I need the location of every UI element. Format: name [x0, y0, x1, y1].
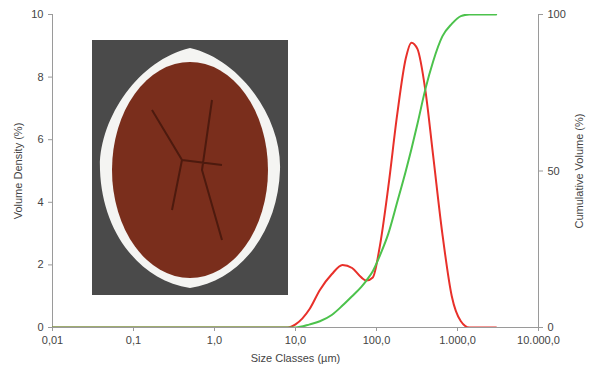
svg-text:50: 50 [548, 165, 560, 177]
svg-text:1,0: 1,0 [207, 334, 222, 346]
svg-text:2: 2 [37, 258, 43, 270]
svg-text:4: 4 [37, 196, 43, 208]
svg-text:Size Classes (µm): Size Classes (µm) [251, 352, 340, 364]
svg-text:0,01: 0,01 [42, 334, 63, 346]
svg-text:10: 10 [31, 8, 43, 20]
svg-text:0: 0 [548, 321, 554, 333]
svg-text:Cumulative Volume (%): Cumulative Volume (%) [573, 114, 585, 229]
svg-text:0: 0 [37, 321, 43, 333]
svg-text:Volume Density (%): Volume Density (%) [12, 123, 24, 220]
svg-text:8: 8 [37, 71, 43, 83]
svg-text:100: 100 [548, 8, 566, 20]
svg-text:10,0: 10,0 [285, 334, 306, 346]
svg-text:100,0: 100,0 [363, 334, 391, 346]
svg-text:10.000,0: 10.000,0 [517, 334, 560, 346]
svg-text:6: 6 [37, 133, 43, 145]
svg-text:1.000,0: 1.000,0 [439, 334, 476, 346]
svg-text:0,1: 0,1 [126, 334, 141, 346]
